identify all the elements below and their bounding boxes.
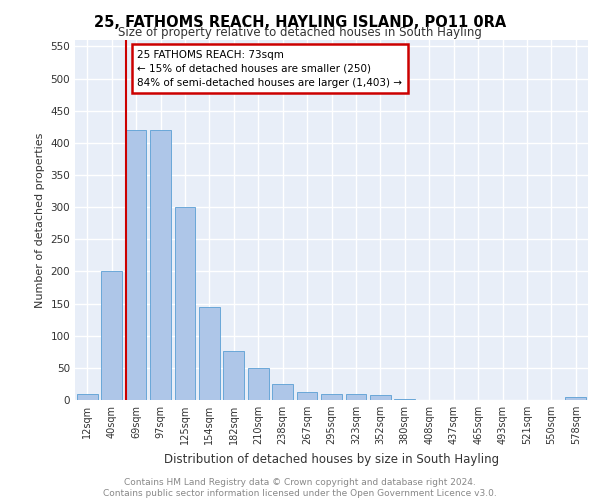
Text: Contains HM Land Registry data © Crown copyright and database right 2024.
Contai: Contains HM Land Registry data © Crown c… <box>103 478 497 498</box>
Bar <box>199 307 220 400</box>
Y-axis label: Number of detached properties: Number of detached properties <box>35 132 45 308</box>
Bar <box>296 392 317 400</box>
Bar <box>565 397 586 400</box>
Text: 25, FATHOMS REACH, HAYLING ISLAND, PO11 0RA: 25, FATHOMS REACH, HAYLING ISLAND, PO11 … <box>94 15 506 30</box>
Bar <box>223 350 244 400</box>
Text: 25 FATHOMS REACH: 73sqm
← 15% of detached houses are smaller (250)
84% of semi-d: 25 FATHOMS REACH: 73sqm ← 15% of detache… <box>137 50 402 88</box>
Bar <box>101 272 122 400</box>
X-axis label: Distribution of detached houses by size in South Hayling: Distribution of detached houses by size … <box>164 452 499 466</box>
Bar <box>77 394 98 400</box>
Bar <box>175 207 196 400</box>
Bar <box>394 398 415 400</box>
Bar <box>346 394 367 400</box>
Bar <box>321 394 342 400</box>
Bar <box>370 395 391 400</box>
Bar <box>150 130 171 400</box>
Bar <box>248 368 269 400</box>
Bar <box>272 384 293 400</box>
Bar <box>125 130 146 400</box>
Text: Size of property relative to detached houses in South Hayling: Size of property relative to detached ho… <box>118 26 482 39</box>
